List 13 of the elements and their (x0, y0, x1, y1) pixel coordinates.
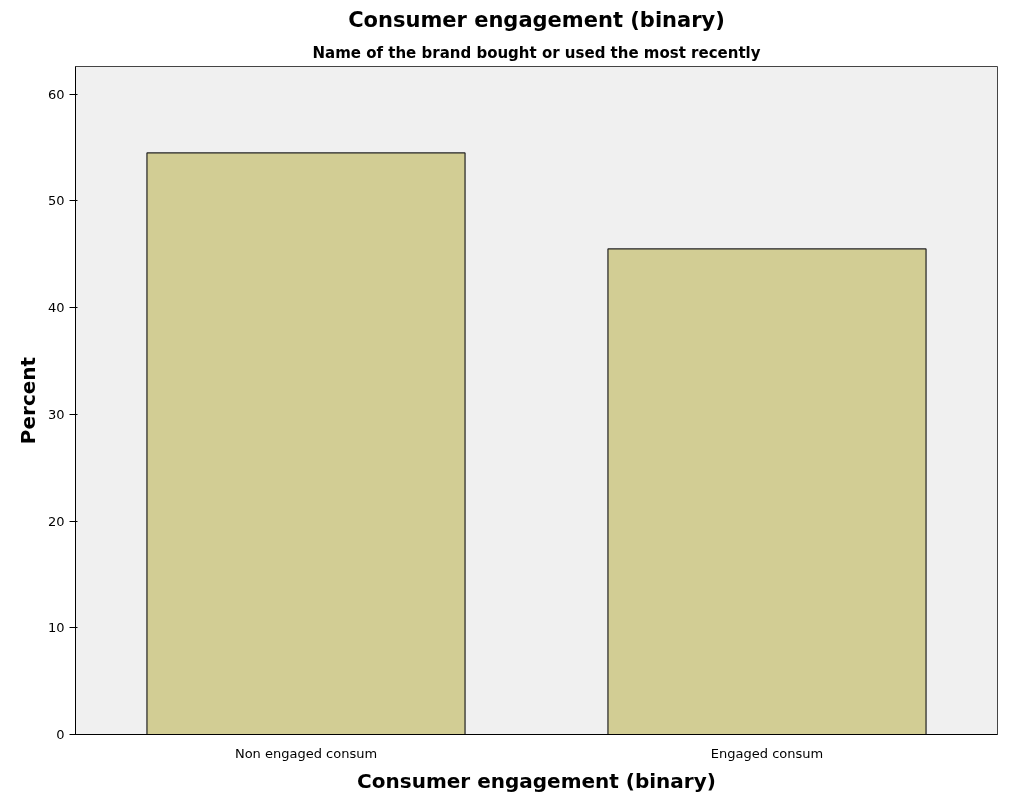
y-axis-title: Percent (15, 356, 40, 445)
y-tick-label: 40 (47, 300, 65, 316)
chart-subtitle: Name of the brand bought or used the most recently (312, 43, 761, 62)
y-tick-label: 10 (47, 620, 65, 636)
chart-title: Consumer engagement (binary) (348, 7, 725, 32)
y-tick-label: 20 (47, 513, 65, 529)
y-tick-label: 0 (56, 727, 65, 742)
y-tick-label: 60 (47, 86, 65, 102)
x-axis-title: Consumer engagement (binary) (357, 768, 716, 793)
x-tick-label: Non engaged consum (234, 745, 378, 761)
y-tick-label: 50 (47, 193, 65, 209)
y-tick-label: 30 (47, 406, 65, 422)
x-tick-label: Engaged consum (710, 745, 824, 761)
